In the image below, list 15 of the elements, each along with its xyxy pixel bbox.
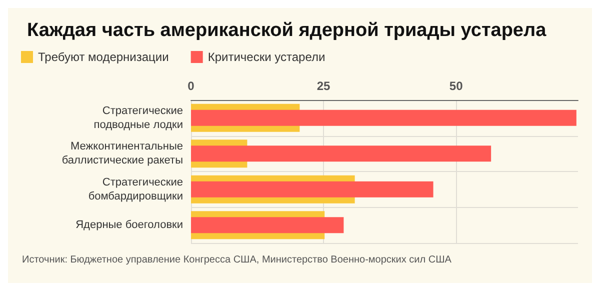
y-tick-label: Межконтинентальные баллистические ракеты [62, 140, 184, 167]
chart-title: Каждая часть американской ядерной триады устарела [27, 20, 547, 41]
y-tick-label: Стратегические подводные лодки [94, 104, 183, 131]
x-tick-label: 0 [188, 79, 195, 93]
bar [191, 146, 492, 162]
x-tick-label: 50 [449, 79, 464, 93]
legend-label: Критически устарели [208, 50, 326, 64]
y-tick-label: Ядерные боеголовки [76, 219, 183, 232]
text: Источник: Бюджетное управление Конгресса США, Министерство Военно-морских сил США [22, 254, 452, 266]
x-tick-label: 25 [316, 79, 331, 93]
y-tick-label: Стратегические бомбардировщики [88, 176, 183, 202]
legend-label: Требуют модернизации [38, 50, 169, 64]
bar [191, 110, 576, 126]
bar [191, 181, 434, 198]
bar [191, 217, 344, 234]
